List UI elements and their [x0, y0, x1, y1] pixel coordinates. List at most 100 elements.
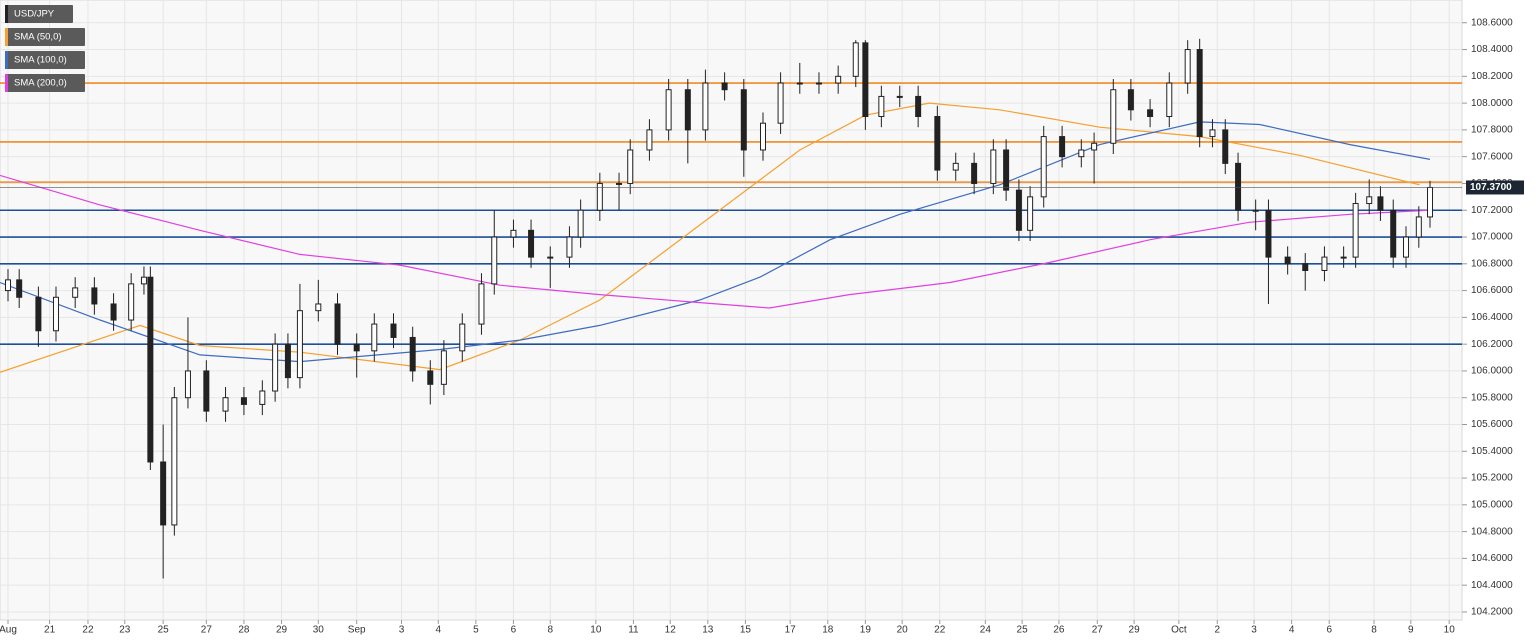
- x-tick-label: 11: [628, 625, 639, 636]
- plot-area: [0, 0, 1463, 621]
- candle-body: [284, 343, 291, 379]
- candle-body: [990, 149, 997, 184]
- y-tick-label: 106.0000: [1471, 366, 1513, 377]
- x-tick-label: Oct: [1171, 625, 1187, 636]
- y-tick-label: 108.4000: [1471, 44, 1513, 55]
- x-tick-label: 12: [665, 625, 677, 636]
- candle-body: [184, 370, 191, 399]
- candle-body: [1366, 196, 1373, 205]
- candle-body: [353, 343, 360, 352]
- y-tick-label: 107.8000: [1471, 125, 1513, 136]
- legend: USD/JPY SMA (50,0) SMA (100,0) SMA (200,0): [5, 5, 85, 92]
- y-tick-label: 105.2000: [1471, 473, 1513, 484]
- y-tick-label: 106.4000: [1471, 312, 1513, 323]
- candle-body: [427, 370, 434, 385]
- candle-body: [1222, 129, 1229, 164]
- candle-body: [1184, 49, 1191, 84]
- candle-body: [1403, 236, 1410, 258]
- candle-body: [1340, 256, 1347, 259]
- candle-body: [1427, 186, 1434, 218]
- y-tick-label: 106.2000: [1471, 339, 1513, 350]
- y-tick-label: 105.4000: [1471, 446, 1513, 457]
- x-tick-label: 3: [1251, 625, 1257, 636]
- legend-label: SMA (200,0): [14, 78, 67, 89]
- x-tick-label: 8: [547, 625, 553, 636]
- candle-body: [577, 209, 584, 238]
- y-tick-label: 106.8000: [1471, 258, 1513, 269]
- candle-body: [878, 95, 885, 118]
- candle-body: [16, 279, 23, 298]
- x-tick-label: 10: [590, 625, 602, 636]
- x-tick-label: 25: [1017, 625, 1029, 636]
- y-tick-label: 104.6000: [1471, 553, 1513, 564]
- last-price-box: [1466, 180, 1524, 195]
- candle-body: [1321, 256, 1328, 271]
- x-tick-label: 24: [980, 625, 992, 636]
- candle-body: [971, 162, 978, 184]
- candle-body: [702, 82, 709, 131]
- candle-body: [740, 89, 747, 151]
- candle-body: [272, 343, 279, 392]
- candle-body: [390, 323, 397, 338]
- candle-body: [1352, 203, 1359, 258]
- candle-body: [52, 296, 59, 332]
- x-tick-label: 27: [1092, 625, 1104, 636]
- candle-body: [915, 95, 922, 118]
- sma-line: [0, 174, 1431, 309]
- x-tick-label: 25: [158, 625, 170, 636]
- candle-body: [510, 229, 517, 238]
- candle-body: [852, 42, 859, 77]
- candle-body: [1209, 129, 1216, 138]
- candle-body: [1196, 49, 1203, 138]
- x-tick-label: 13: [702, 625, 714, 636]
- x-tick-label: 10: [1444, 625, 1456, 636]
- candle-body: [1302, 263, 1309, 271]
- candle-body: [1415, 216, 1422, 238]
- candle-body: [547, 256, 554, 259]
- y-tick-label: 107.0000: [1471, 232, 1513, 243]
- x-tick-label: 30: [313, 625, 325, 636]
- candle-body: [259, 390, 266, 405]
- candle-body: [862, 42, 869, 118]
- candle-body: [627, 149, 634, 184]
- x-tick-label: 4: [1289, 625, 1295, 636]
- candle-body: [160, 461, 167, 526]
- candle-body: [1040, 136, 1047, 198]
- candle-body: [934, 116, 941, 171]
- x-tick-label: 19: [860, 625, 872, 636]
- x-tick-label: 8: [1371, 625, 1377, 636]
- x-tick-label: 6: [511, 625, 517, 636]
- candle-body: [409, 336, 416, 372]
- x-tick-label: 22: [934, 625, 946, 636]
- candle-body: [1147, 109, 1154, 118]
- x-tick-label: 17: [785, 625, 797, 636]
- y-tick-label: 108.6000: [1471, 17, 1513, 28]
- x-tick-label: 21: [44, 625, 56, 636]
- candle-body: [815, 82, 822, 85]
- x-tick-label: Sep: [348, 625, 366, 636]
- candle-body: [952, 162, 959, 171]
- candle-body: [1235, 162, 1242, 211]
- x-tick-label: 3: [399, 625, 405, 636]
- y-tick-label: 105.6000: [1471, 419, 1513, 430]
- legend-box: [5, 74, 85, 92]
- candle-body: [35, 296, 42, 332]
- x-tick-label: 5: [473, 625, 479, 636]
- candle-body: [72, 287, 79, 298]
- candle-body: [478, 283, 485, 325]
- candle-body: [1059, 136, 1066, 158]
- candle-body: [128, 283, 135, 321]
- y-tick-label: 104.4000: [1471, 580, 1513, 591]
- x-tick-label: 28: [238, 625, 250, 636]
- candle-body: [1377, 196, 1384, 211]
- y-tick-label: 108.0000: [1471, 98, 1513, 109]
- x-tick-label: 4: [435, 625, 441, 636]
- candle-body: [796, 82, 803, 85]
- candle-body: [459, 323, 466, 352]
- legend-label: SMA (100,0): [14, 55, 67, 66]
- candle-body: [91, 287, 98, 305]
- candle-body: [684, 89, 691, 131]
- x-tick-label: 15: [740, 625, 752, 636]
- candle-body: [1166, 82, 1173, 118]
